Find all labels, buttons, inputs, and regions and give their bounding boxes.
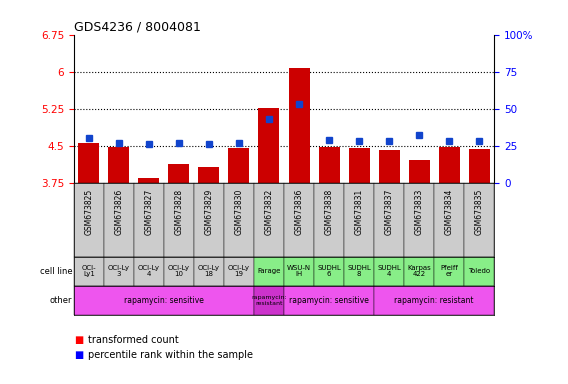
- Bar: [74, 257, 104, 286]
- Text: Karpas
422: Karpas 422: [407, 265, 431, 278]
- Bar: [379, 150, 400, 183]
- Bar: [78, 143, 99, 183]
- Text: GSM673829: GSM673829: [204, 189, 214, 235]
- Text: GDS4236 / 8004081: GDS4236 / 8004081: [74, 20, 201, 33]
- Bar: [169, 164, 190, 183]
- Bar: [434, 183, 464, 257]
- Bar: [224, 183, 254, 257]
- Text: OCI-Ly
19: OCI-Ly 19: [228, 265, 250, 278]
- Text: GSM673831: GSM673831: [354, 189, 364, 235]
- Bar: [254, 257, 284, 286]
- Text: GSM673837: GSM673837: [385, 189, 394, 235]
- Bar: [344, 183, 374, 257]
- Text: rapamycin: sensitive: rapamycin: sensitive: [124, 296, 204, 305]
- Text: transformed count: transformed count: [88, 335, 179, 345]
- Bar: [258, 108, 279, 183]
- Text: ■: ■: [74, 335, 83, 345]
- Bar: [464, 257, 494, 286]
- Bar: [198, 167, 219, 183]
- Bar: [134, 183, 164, 257]
- Bar: [194, 257, 224, 286]
- Text: OCI-Ly
10: OCI-Ly 10: [168, 265, 190, 278]
- Text: GSM673836: GSM673836: [295, 189, 303, 235]
- Text: GSM673826: GSM673826: [114, 189, 123, 235]
- Text: SUDHL
8: SUDHL 8: [347, 265, 371, 278]
- Bar: [289, 68, 310, 183]
- Bar: [464, 183, 494, 257]
- Bar: [108, 147, 130, 183]
- Text: SUDHL
4: SUDHL 4: [377, 265, 401, 278]
- Text: Farage: Farage: [257, 268, 281, 274]
- Text: GSM673825: GSM673825: [85, 189, 93, 235]
- Text: rapamycin: sensitive: rapamycin: sensitive: [289, 296, 369, 305]
- Bar: [314, 183, 344, 257]
- Text: rapamycin:
resistant: rapamycin: resistant: [251, 295, 287, 306]
- Bar: [284, 183, 314, 257]
- Bar: [469, 149, 490, 183]
- Text: GSM673828: GSM673828: [174, 189, 183, 235]
- Text: percentile rank within the sample: percentile rank within the sample: [88, 350, 253, 360]
- Text: OCI-Ly
18: OCI-Ly 18: [198, 265, 220, 278]
- Bar: [319, 147, 340, 183]
- Text: GSM673832: GSM673832: [265, 189, 273, 235]
- Bar: [408, 161, 429, 183]
- Bar: [314, 257, 344, 286]
- Bar: [228, 148, 249, 183]
- Bar: [74, 286, 254, 315]
- Text: SUDHL
6: SUDHL 6: [317, 265, 341, 278]
- Text: GSM673838: GSM673838: [324, 189, 333, 235]
- Text: GSM673830: GSM673830: [235, 189, 244, 235]
- Text: Pfeiff
er: Pfeiff er: [440, 265, 458, 278]
- Bar: [438, 147, 460, 183]
- Text: OCI-
Ly1: OCI- Ly1: [82, 265, 96, 278]
- Bar: [374, 183, 404, 257]
- Bar: [284, 286, 374, 315]
- Text: GSM673833: GSM673833: [415, 189, 424, 235]
- Text: WSU-N
IH: WSU-N IH: [287, 265, 311, 278]
- Bar: [404, 257, 434, 286]
- Bar: [344, 257, 374, 286]
- Bar: [404, 183, 434, 257]
- Text: other: other: [50, 296, 72, 305]
- Bar: [134, 257, 164, 286]
- Bar: [74, 183, 104, 257]
- Text: ■: ■: [74, 350, 83, 360]
- Text: cell line: cell line: [40, 267, 72, 276]
- Bar: [104, 257, 134, 286]
- Bar: [254, 286, 284, 315]
- Bar: [284, 257, 314, 286]
- Bar: [374, 257, 404, 286]
- Text: GSM673834: GSM673834: [445, 189, 454, 235]
- Bar: [254, 183, 284, 257]
- Bar: [349, 148, 370, 183]
- Text: rapamycin: resistant: rapamycin: resistant: [394, 296, 474, 305]
- Bar: [224, 257, 254, 286]
- Bar: [194, 183, 224, 257]
- Text: OCI-Ly
3: OCI-Ly 3: [108, 265, 130, 278]
- Bar: [164, 257, 194, 286]
- Text: OCI-Ly
4: OCI-Ly 4: [138, 265, 160, 278]
- Bar: [434, 257, 464, 286]
- Bar: [104, 183, 134, 257]
- Bar: [374, 286, 494, 315]
- Bar: [139, 178, 160, 183]
- Bar: [164, 183, 194, 257]
- Text: GSM673827: GSM673827: [144, 189, 153, 235]
- Text: GSM673835: GSM673835: [475, 189, 483, 235]
- Text: Toledo: Toledo: [468, 268, 490, 274]
